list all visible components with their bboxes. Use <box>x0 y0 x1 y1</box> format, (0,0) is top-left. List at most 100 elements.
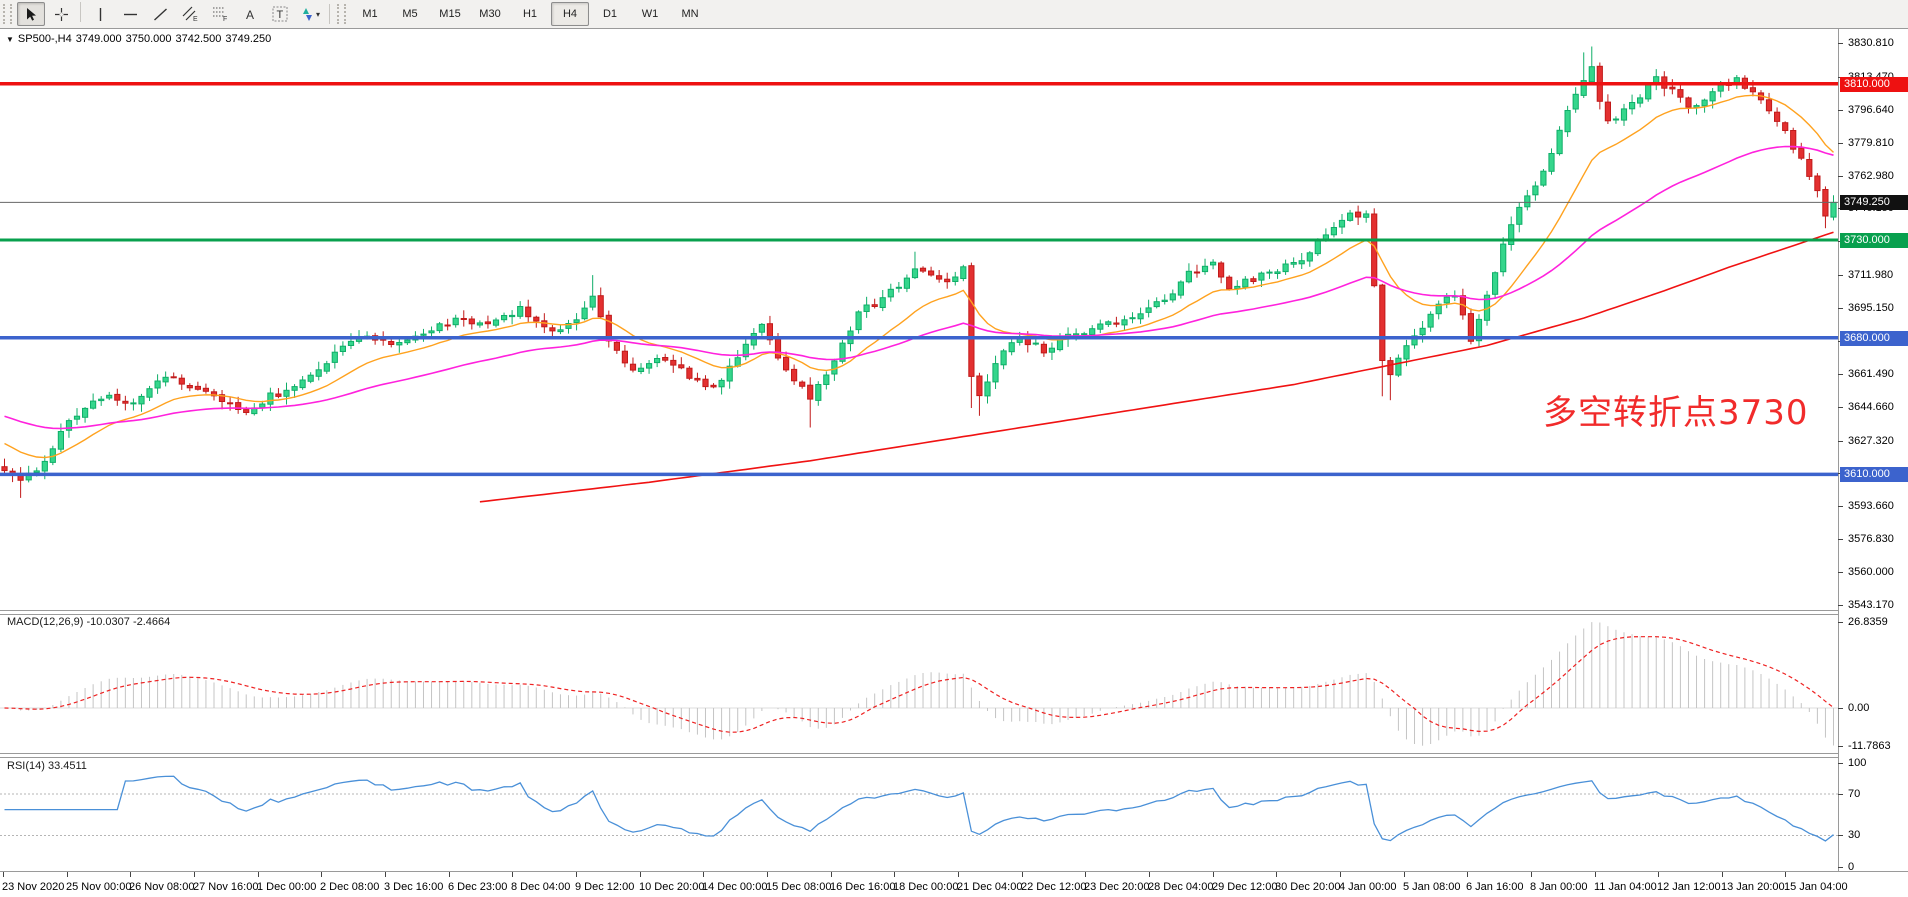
equidistant-channel-tool[interactable]: E <box>176 2 204 26</box>
crosshair-tool[interactable] <box>47 2 75 26</box>
time-tick-mark <box>703 872 704 877</box>
chart-text-annotation[interactable]: 多空转折点3730 <box>1543 393 1809 433</box>
price-axis-border <box>1838 28 1839 872</box>
rsi-indicator-label: RSI(14) 33.4511 <box>7 760 87 772</box>
axis-tick-mark <box>1838 176 1843 177</box>
axis-tick-mark <box>1838 622 1843 623</box>
rsi-tick-label: 100 <box>1848 757 1867 769</box>
time-tick-mark <box>1404 872 1405 877</box>
time-tick-label: 22 Dec 12:00 <box>1021 881 1087 893</box>
timeframe-button-m30[interactable]: M30 <box>479 8 501 20</box>
time-tick-mark <box>767 872 768 877</box>
time-tick-label: 21 Dec 04:00 <box>957 881 1023 893</box>
vertical-line-tool[interactable] <box>86 2 114 26</box>
axis-tick-mark <box>1838 143 1843 144</box>
toolbar-grip[interactable] <box>3 4 12 24</box>
horizontal-line-tool[interactable] <box>116 2 144 26</box>
time-tick-label: 13 Jan 20:00 <box>1721 881 1785 893</box>
price-tick-label: 3543.170 <box>1848 599 1894 611</box>
rsi-splitter-bottom[interactable] <box>0 757 1838 758</box>
time-tick-mark <box>1022 872 1023 877</box>
time-tick-label: 15 Dec 08:00 <box>766 881 832 893</box>
time-tick-label: 14 Dec 00:00 <box>702 881 768 893</box>
symbol-info-line: ▼ SP500-,H4 3749.000 3750.000 3742.500 3… <box>6 33 271 45</box>
timeframe-button-h1[interactable]: H1 <box>522 8 538 20</box>
time-tick-label: 23 Nov 2020 <box>2 881 65 893</box>
price-tick-label: 3576.830 <box>1848 533 1894 545</box>
macd-splitter-bottom[interactable] <box>0 614 1838 615</box>
chevron-down-icon[interactable]: ▾ <box>315 9 320 19</box>
price-marker-label: 3730.000 <box>1840 233 1908 248</box>
timeframe-grip[interactable] <box>337 4 346 24</box>
pointer-tool[interactable] <box>17 2 45 26</box>
timeframe-button-m15[interactable]: M15 <box>439 8 461 20</box>
text-tool[interactable]: A <box>236 2 264 26</box>
price-tick-label: 3560.000 <box>1848 566 1894 578</box>
fibonacci-icon: F <box>212 6 229 22</box>
svg-text:T: T <box>277 9 284 21</box>
time-tick-label: 8 Jan 00:00 <box>1530 881 1588 893</box>
time-tick-label: 9 Dec 12:00 <box>575 881 635 893</box>
time-tick-label: 29 Dec 12:00 <box>1212 881 1278 893</box>
arrows-icon <box>300 7 315 22</box>
axis-tick-mark <box>1838 746 1843 747</box>
timeframe-button-m1[interactable]: M1 <box>362 8 378 20</box>
time-tick-mark <box>576 872 577 877</box>
axis-tick-mark <box>1838 794 1843 795</box>
time-tick-mark <box>1085 872 1086 877</box>
axis-tick-mark <box>1838 539 1843 540</box>
arrows-tool[interactable]: ▾ <box>296 2 324 26</box>
vertical-line-icon <box>93 7 108 22</box>
price-marker-label: 3610.000 <box>1840 467 1908 482</box>
text-label-tool[interactable]: T <box>266 2 294 26</box>
timeframe-button-h4[interactable]: H4 <box>551 2 589 26</box>
bar-high-value: 3750.000 <box>125 33 172 45</box>
toolbar-separator <box>329 4 330 24</box>
time-tick-mark <box>321 872 322 877</box>
axis-tick-mark <box>1838 605 1843 606</box>
price-tick-label: 3627.320 <box>1848 435 1894 447</box>
macd-splitter-top[interactable] <box>0 610 1838 611</box>
timeframe-button-m5[interactable]: M5 <box>402 8 418 20</box>
time-tick-label: 10 Dec 20:00 <box>639 881 705 893</box>
timeframe-group: M1 M5 M15 M30 H1 H4 D1 W1 MN <box>350 2 710 26</box>
axis-tick-mark <box>1838 835 1843 836</box>
macd-tick-label: 0.00 <box>1848 702 1870 714</box>
fibonacci-tool[interactable]: F <box>206 2 234 26</box>
rsi-tick-label: 70 <box>1848 788 1861 800</box>
price-marker-label: 3810.000 <box>1840 77 1908 92</box>
time-tick-label: 27 Nov 16:00 <box>193 881 259 893</box>
timeframe-button-w1[interactable]: W1 <box>641 8 659 20</box>
time-tick-label: 4 Jan 00:00 <box>1339 881 1397 893</box>
time-tick-label: 26 Nov 08:00 <box>129 881 195 893</box>
svg-text:A: A <box>246 8 254 22</box>
axis-tick-mark <box>1838 506 1843 507</box>
text-label-icon: T <box>272 6 288 22</box>
time-tick-mark <box>194 872 195 877</box>
time-tick-mark <box>67 872 68 877</box>
time-tick-label: 5 Jan 08:00 <box>1403 881 1461 893</box>
time-tick-mark <box>1467 872 1468 877</box>
rsi-splitter-top[interactable] <box>0 753 1838 754</box>
time-tick-mark <box>958 872 959 877</box>
timeframe-button-mn[interactable]: MN <box>681 8 699 20</box>
time-tick-label: 16 Dec 16:00 <box>830 881 896 893</box>
timeframe-button-d1[interactable]: D1 <box>602 8 618 20</box>
price-tick-label: 3830.810 <box>1848 37 1894 49</box>
time-tick-label: 15 Jan 04:00 <box>1784 881 1848 893</box>
time-tick-mark <box>1722 872 1723 877</box>
time-tick-mark <box>1213 872 1214 877</box>
time-tick-mark <box>3 872 4 877</box>
price-tick-label: 3796.640 <box>1848 104 1894 116</box>
trendline-tool[interactable] <box>146 2 174 26</box>
axis-tick-mark <box>1838 867 1843 868</box>
axis-tick-mark <box>1838 441 1843 442</box>
axis-tick-mark <box>1838 763 1843 764</box>
time-tick-label: 3 Dec 16:00 <box>384 881 444 893</box>
time-tick-mark <box>1276 872 1277 877</box>
symbol-dropdown-icon[interactable]: ▼ <box>6 34 14 44</box>
price-tick-label: 3661.490 <box>1848 368 1894 380</box>
rsi-tick-label: 0 <box>1848 861 1855 873</box>
axis-tick-mark <box>1838 572 1843 573</box>
